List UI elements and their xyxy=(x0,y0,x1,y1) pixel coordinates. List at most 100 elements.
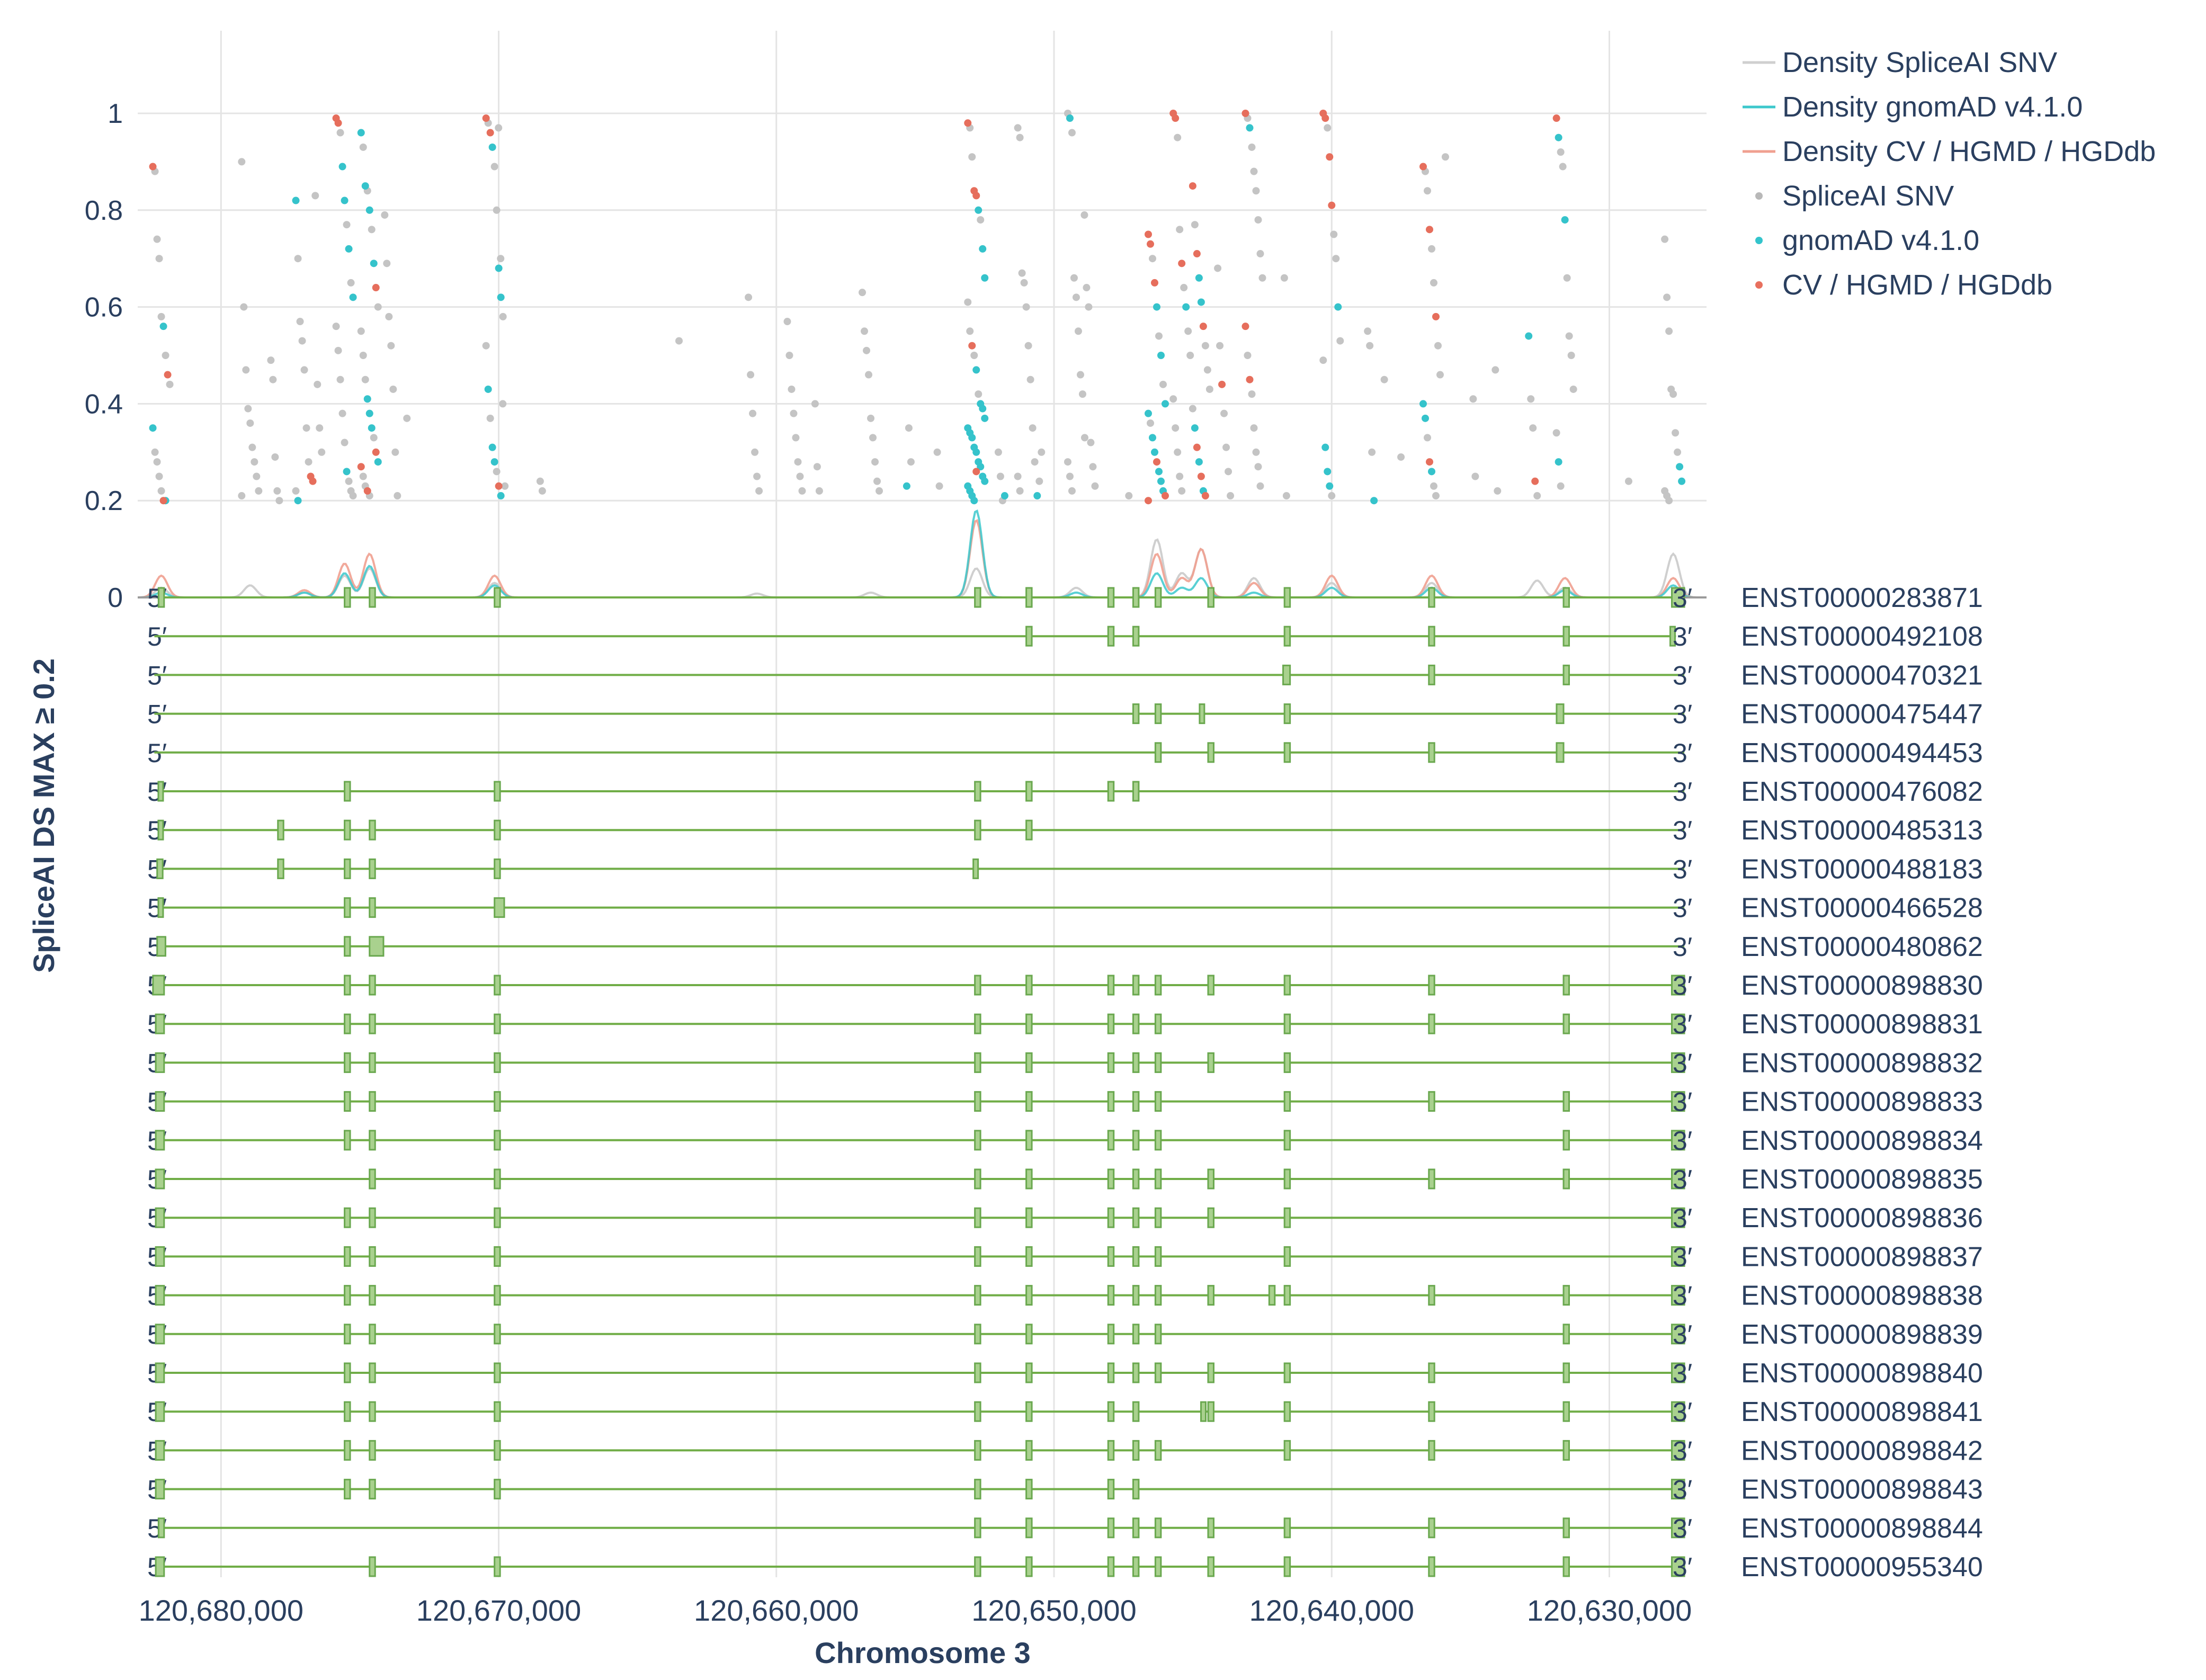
spliceai-point xyxy=(341,439,349,446)
spliceai-point xyxy=(347,279,355,287)
spliceai-point xyxy=(1083,284,1091,292)
gnomad-point xyxy=(1370,497,1378,505)
exon-block xyxy=(369,1246,376,1267)
exon-block xyxy=(1025,625,1033,647)
exon-block xyxy=(1428,1517,1435,1539)
exon-block xyxy=(344,1401,351,1422)
three-prime-label: 3′ xyxy=(1673,854,1692,884)
gnomad-point xyxy=(149,424,157,432)
exon-block xyxy=(1671,1440,1685,1461)
spliceai-point xyxy=(1569,385,1577,393)
exon-block xyxy=(494,975,501,996)
gnomad-point xyxy=(363,395,371,403)
exon-block xyxy=(155,1479,165,1500)
clinvar-point xyxy=(1150,279,1158,287)
clinvar-point xyxy=(1321,114,1329,122)
exon-block xyxy=(974,1556,981,1577)
exon-block xyxy=(974,1246,981,1267)
spliceai-point xyxy=(389,385,397,393)
legend-item[interactable]: Density SpliceAI SNV xyxy=(1743,47,2057,78)
spliceai-point xyxy=(1222,443,1230,451)
three-prime-label: 3′ xyxy=(1673,738,1692,768)
spliceai-point xyxy=(1174,133,1182,141)
exon-block xyxy=(1107,1362,1115,1383)
legend-item[interactable]: Density gnomAD v4.1.0 xyxy=(1743,91,2083,123)
exon-block xyxy=(1025,1091,1033,1112)
exon-block xyxy=(494,1207,501,1228)
spliceai-point xyxy=(863,346,871,354)
spliceai-point xyxy=(1029,424,1037,432)
exon-block xyxy=(344,819,351,841)
exon-block xyxy=(1107,1440,1115,1461)
exon-block xyxy=(1025,1479,1033,1500)
exon-block xyxy=(1154,1013,1162,1034)
spliceai-point xyxy=(238,158,246,166)
spliceai-point xyxy=(1565,332,1573,340)
spliceai-point xyxy=(747,371,755,379)
exon-block xyxy=(155,1091,165,1112)
exon-block xyxy=(1671,1517,1685,1539)
three-prime-label: 3′ xyxy=(1673,1436,1692,1465)
spliceai-point xyxy=(1070,274,1078,282)
spliceai-point xyxy=(1191,221,1199,229)
three-prime-label: 3′ xyxy=(1673,932,1692,962)
transcript-id-label: ENST00000283871 xyxy=(1741,583,1983,613)
transcript-id-label: ENST00000494453 xyxy=(1741,738,1983,768)
three-prime-label: 3′ xyxy=(1673,971,1692,1000)
spliceai-point xyxy=(336,376,344,383)
legend-layer[interactable]: Density SpliceAI SNV Density gnomAD v4.1.… xyxy=(1743,47,2156,301)
legend-label: Density gnomAD v4.1.0 xyxy=(1782,91,2083,123)
exon-block xyxy=(1107,1052,1115,1073)
legend-item[interactable]: SpliceAI SNV xyxy=(1755,180,1954,212)
exon-block xyxy=(369,1479,376,1500)
spliceai-point xyxy=(499,400,507,408)
spliceai-point xyxy=(1567,352,1575,359)
gnomad-point xyxy=(159,323,167,330)
exon-block xyxy=(344,975,351,996)
exon-block xyxy=(972,858,979,879)
spliceai-point xyxy=(298,337,306,345)
transcript-id-label: ENST00000898831 xyxy=(1741,1009,1983,1040)
exon-block xyxy=(1428,1362,1435,1383)
transcript-row: 5′3′ENST00000898842 xyxy=(147,1435,1983,1466)
gnomad-point xyxy=(488,443,496,451)
exon-block xyxy=(1154,1168,1162,1190)
x-tick-label: 120,660,000 xyxy=(694,1594,859,1627)
spliceai-point xyxy=(1324,124,1332,132)
exon-block xyxy=(1671,1246,1685,1267)
legend-item[interactable]: Density CV / HGMD / HGDdb xyxy=(1743,136,2156,167)
gnomad-point xyxy=(981,274,989,282)
clinvar-point xyxy=(334,119,342,127)
legend-item[interactable]: gnomAD v4.1.0 xyxy=(1755,225,1979,256)
spliceai-point xyxy=(248,443,256,451)
clinvar-point xyxy=(1425,226,1433,234)
exon-block xyxy=(1154,587,1162,608)
spliceai-point xyxy=(1014,472,1022,480)
exon-block xyxy=(1562,1324,1570,1345)
spliceai-point xyxy=(1282,492,1290,500)
transcript-id-label: ENST00000898844 xyxy=(1741,1513,1983,1544)
exon-block xyxy=(1025,1207,1033,1228)
density-layer xyxy=(137,509,1707,598)
exon-block xyxy=(155,1556,165,1577)
spliceai-point xyxy=(1332,255,1340,263)
gnomad-point xyxy=(357,129,365,137)
spliceai-point xyxy=(1674,448,1682,456)
gnomad-point xyxy=(979,245,987,253)
gnomad-point xyxy=(975,206,983,214)
spliceai-point xyxy=(996,472,1004,480)
y-tick-label: 0.6 xyxy=(85,292,123,323)
gnomad-point xyxy=(370,260,378,267)
spliceai-point xyxy=(1423,187,1431,195)
axis-layer: 0 0.2 0.4 0.6 0.8 1 120,680,000 120,670,000 120,… xyxy=(27,99,1692,1669)
exon-block xyxy=(1671,1479,1685,1500)
spliceai-point xyxy=(1432,492,1440,500)
clinvar-point xyxy=(363,487,371,495)
spliceai-point xyxy=(497,255,505,263)
exon-block xyxy=(1283,742,1291,763)
exon-block xyxy=(1132,587,1140,608)
gnomad-point xyxy=(1191,424,1199,432)
legend-item[interactable]: CV / HGMD / HGDdb xyxy=(1755,269,2052,301)
exon-block xyxy=(1107,1246,1115,1267)
spliceai-point xyxy=(1665,497,1673,505)
